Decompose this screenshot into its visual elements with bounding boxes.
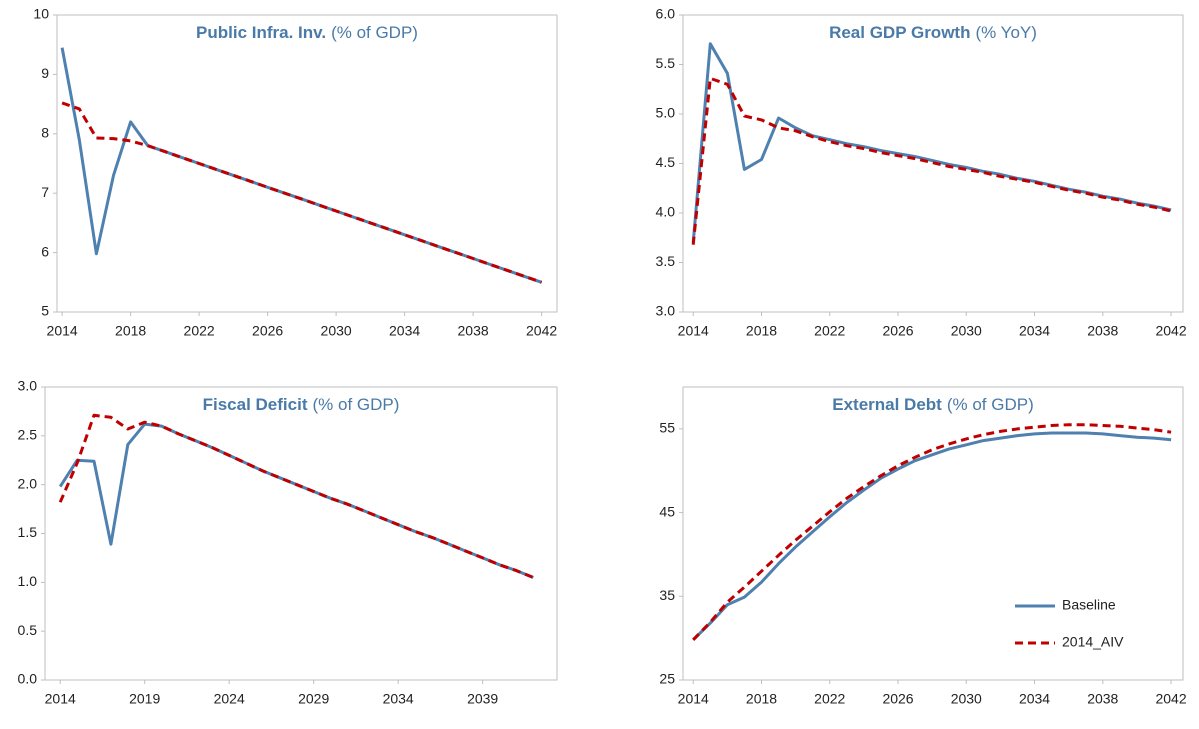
y-tick-label: 9 [41,65,49,81]
title-unit: (% of GDP) [947,395,1034,414]
y-tick-label: 4.5 [656,154,676,170]
y-tick-label: 3.0 [656,303,676,319]
x-tick-label: 2042 [526,323,557,339]
y-tick-label: 8 [41,125,49,141]
x-tick-label: 2038 [458,323,489,339]
y-tick-label: 6 [41,243,49,259]
y-tick-label: 5 [41,303,49,319]
x-tick-label: 2030 [321,323,352,339]
y-tick-label: 6.0 [656,6,676,22]
plot-area [56,14,558,313]
x-tick-label: 2038 [1087,323,1118,339]
series-line [58,413,534,579]
x-tick-label: 2034 [383,691,414,707]
x-tick-label: 2026 [882,691,913,707]
panel: 5 6 7 8 9 10 2014 2018 2022 2026 2030 2034 2038 2042 P… [33,6,558,339]
x-tick-label: 2029 [298,691,329,707]
y-tick-label: 0.5 [18,622,38,638]
panel: 25 35 45 55 2014 2018 2022 2026 2030 2034 2038 2042… [659,386,1187,707]
x-tick-label: 2014 [678,323,709,339]
x-tick-label: 2030 [951,323,982,339]
x-tick-label: 2018 [115,323,146,339]
title-unit: (% of GDP) [331,23,418,42]
x-tick-label: 2014 [45,691,76,707]
x-tick-label: 2038 [1087,691,1118,707]
y-tick-label: 4.0 [656,204,676,220]
y-tick-label: 0.0 [18,671,38,687]
title-main: Public Infra. Inv. [196,23,326,42]
title-unit: (% YoY) [975,23,1036,42]
x-tick-label: 2022 [814,691,845,707]
x-tick-label: 2042 [1155,691,1186,707]
panel: 0.0 0.5 1.0 1.5 2.0 2.5 3.0 2014 2019 2024 2029 203… [18,378,558,707]
y-tick-label: 2.5 [18,427,38,443]
chart-title: Fiscal Deficit (% of GDP) [203,395,400,414]
x-tick-label: 2034 [1019,323,1050,339]
x-tick-label: 2030 [951,691,982,707]
x-tick-label: 2034 [1019,691,1050,707]
y-tick-label: 55 [659,420,675,436]
y-tick-label: 35 [659,587,675,603]
y-tick-label: 45 [659,503,675,519]
x-tick-label: 2014 [47,323,78,339]
y-tick-label: 2.0 [18,475,38,491]
y-tick-label: 7 [41,184,49,200]
x-tick-label: 2014 [678,691,709,707]
y-tick-label: 1.0 [18,573,38,589]
y-tick-label: 5.0 [656,105,676,121]
legend-label: 2014_AIV [1062,634,1124,650]
x-tick-label: 2026 [252,323,283,339]
x-tick-label: 2022 [814,323,845,339]
series-line [692,431,1172,641]
y-tick-label: 3.0 [18,378,38,394]
legend-label: Baseline [1062,597,1116,613]
y-tick-label: 10 [33,6,49,22]
plot-area [44,386,558,681]
series-line [692,423,1172,641]
y-tick-label: 1.5 [18,524,38,540]
chart-title: Public Infra. Inv. (% of GDP) [196,23,418,42]
x-tick-label: 2022 [184,323,215,339]
chart-title: Real GDP Growth (% YoY) [829,23,1037,42]
series-line [691,76,1172,245]
series-line [61,101,543,284]
x-tick-label: 2026 [882,323,913,339]
x-tick-label: 2018 [746,691,777,707]
title-unit: (% of GDP) [312,395,399,414]
panel: 3.0 3.5 4.0 4.5 5.0 5.5 6.0 2014 2018 2022 2026 203… [656,6,1187,339]
x-tick-label: 2039 [467,691,498,707]
title-main: Fiscal Deficit [203,395,308,414]
x-tick-label: 2019 [129,691,160,707]
series-line [691,42,1172,243]
x-tick-label: 2024 [214,691,245,707]
chart-title: External Debt (% of GDP) [832,395,1034,414]
x-tick-label: 2042 [1155,323,1186,339]
x-tick-label: 2018 [746,323,777,339]
y-tick-label: 3.5 [656,253,676,269]
x-tick-label: 2034 [389,323,420,339]
title-main: Real GDP Growth [829,23,970,42]
series-line [58,422,534,579]
y-tick-label: 25 [659,671,675,687]
title-main: External Debt [832,395,942,414]
y-tick-label: 5.5 [656,55,676,71]
series-line [60,47,543,284]
plot-area [682,386,1184,681]
